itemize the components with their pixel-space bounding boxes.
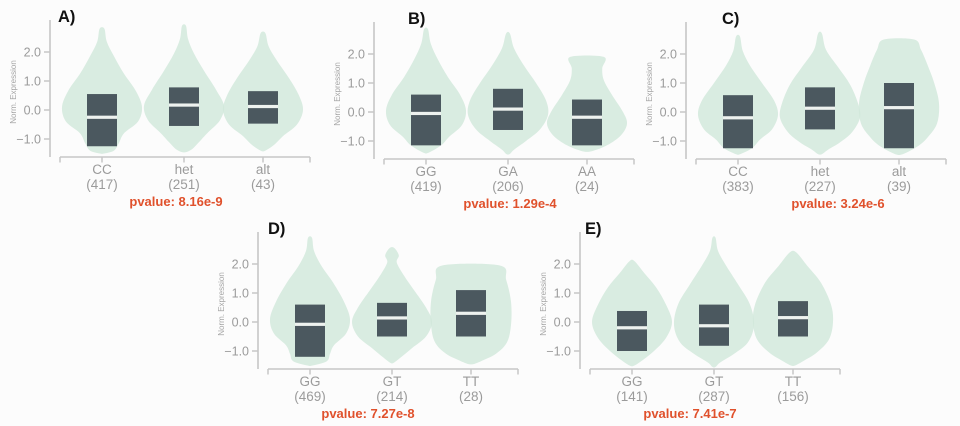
y-tick-label: 0.0 bbox=[348, 106, 365, 120]
y-tick-label: 1.0 bbox=[232, 287, 249, 301]
category-count: (469) bbox=[294, 389, 326, 404]
category-count: (39) bbox=[887, 179, 911, 194]
median-line bbox=[699, 324, 729, 328]
category-count: (251) bbox=[168, 177, 200, 192]
y-tick-label: 0.0 bbox=[660, 106, 677, 120]
median-line bbox=[87, 115, 117, 119]
panel-letter-label: A) bbox=[58, 8, 75, 26]
y-tick-label: −1.0 bbox=[16, 133, 41, 147]
y-tick-label: 0.0 bbox=[554, 316, 571, 330]
category-count: (156) bbox=[777, 389, 809, 404]
category-count: (287) bbox=[698, 389, 730, 404]
median-line bbox=[572, 115, 602, 119]
category-count: (24) bbox=[575, 179, 599, 194]
y-axis-title: Norm. Expression bbox=[539, 272, 548, 336]
median-line bbox=[377, 316, 407, 320]
category-label: CC bbox=[92, 162, 112, 177]
median-line bbox=[248, 104, 278, 109]
violin-shape bbox=[269, 236, 351, 367]
median-line bbox=[884, 106, 914, 110]
violin-panel-e: 2.0 1.0 0.0 −1.0 Norm. Expression GG(141) GT(2… bbox=[539, 220, 841, 421]
category-label: alt bbox=[256, 162, 271, 177]
category-label: TT bbox=[785, 374, 802, 389]
category-count: (383) bbox=[722, 179, 754, 194]
y-tick-label: 2.0 bbox=[660, 48, 677, 62]
category-label: GG bbox=[299, 374, 320, 389]
box-plot bbox=[884, 83, 914, 149]
category-label: het bbox=[175, 162, 194, 177]
y-axis-title: Norm. Expression bbox=[9, 60, 18, 124]
box-plot bbox=[377, 302, 407, 337]
panel-letter-label: E) bbox=[585, 220, 602, 238]
category-label: GG bbox=[621, 374, 642, 389]
category-label: CC bbox=[728, 164, 748, 179]
y-axis-title: Norm. Expression bbox=[645, 62, 654, 126]
violin-shape bbox=[385, 27, 467, 154]
y-tick-label: −1.0 bbox=[546, 345, 571, 359]
category-count: (417) bbox=[86, 177, 118, 192]
median-line bbox=[805, 106, 835, 110]
category-count: (419) bbox=[410, 179, 442, 194]
category-count: (214) bbox=[376, 389, 408, 404]
category-count: (206) bbox=[492, 179, 524, 194]
pvalue-label: pvalue: 1.29e-4 bbox=[463, 196, 557, 211]
y-axis-title: Norm. Expression bbox=[217, 272, 226, 336]
y-tick-label: 1.0 bbox=[660, 77, 677, 91]
box-plot bbox=[723, 95, 753, 149]
panel-letter-label: B) bbox=[408, 10, 425, 28]
box-plot bbox=[411, 94, 441, 146]
category-label: GA bbox=[498, 164, 518, 179]
category-label: TT bbox=[463, 374, 480, 389]
y-axis-title: Norm. Expression bbox=[333, 62, 342, 126]
box-plot bbox=[572, 99, 602, 146]
category-count: (227) bbox=[804, 179, 836, 194]
category-count: (28) bbox=[459, 389, 483, 404]
category-count: (141) bbox=[616, 389, 648, 404]
y-tick-label: 2.0 bbox=[348, 48, 365, 62]
category-label: GG bbox=[415, 164, 436, 179]
median-line bbox=[617, 326, 647, 330]
pvalue-label: pvalue: 3.24e-6 bbox=[791, 196, 884, 211]
y-tick-label: 1.0 bbox=[348, 77, 365, 91]
category-label: het bbox=[811, 164, 830, 179]
y-tick-label: 0.0 bbox=[24, 104, 41, 118]
category-label: GT bbox=[383, 374, 402, 389]
category-label: AA bbox=[578, 164, 596, 179]
violin-shape bbox=[673, 236, 755, 368]
median-line bbox=[295, 322, 325, 326]
median-line bbox=[723, 116, 753, 120]
pvalue-label: pvalue: 7.41e-7 bbox=[643, 406, 736, 421]
panel-letter-label: D) bbox=[268, 220, 285, 238]
category-label: alt bbox=[892, 164, 907, 179]
pvalue-label: pvalue: 8.16e-9 bbox=[129, 194, 222, 209]
y-tick-label: 0.0 bbox=[232, 316, 249, 330]
violin-shape bbox=[61, 27, 143, 154]
y-tick-label: −1.0 bbox=[224, 345, 249, 359]
category-count: (43) bbox=[251, 177, 275, 192]
median-line bbox=[411, 111, 441, 116]
y-tick-label: 2.0 bbox=[24, 46, 41, 60]
box-plot bbox=[295, 304, 325, 357]
violin-shape bbox=[697, 34, 779, 155]
y-tick-label: 2.0 bbox=[232, 258, 249, 272]
box-plot bbox=[87, 94, 117, 147]
box-plot bbox=[617, 310, 647, 351]
median-line bbox=[778, 316, 808, 320]
y-tick-label: 1.0 bbox=[24, 75, 41, 89]
panel-letter-label: C) bbox=[722, 10, 739, 28]
y-tick-label: −1.0 bbox=[652, 135, 677, 149]
category-label: GT bbox=[705, 374, 724, 389]
y-tick-label: 2.0 bbox=[554, 258, 571, 272]
median-line bbox=[493, 107, 523, 111]
median-line bbox=[169, 103, 199, 107]
median-line bbox=[456, 311, 486, 315]
y-tick-label: 1.0 bbox=[554, 287, 571, 301]
y-tick-label: −1.0 bbox=[340, 135, 365, 149]
pvalue-label: pvalue: 7.27e-8 bbox=[321, 406, 414, 421]
